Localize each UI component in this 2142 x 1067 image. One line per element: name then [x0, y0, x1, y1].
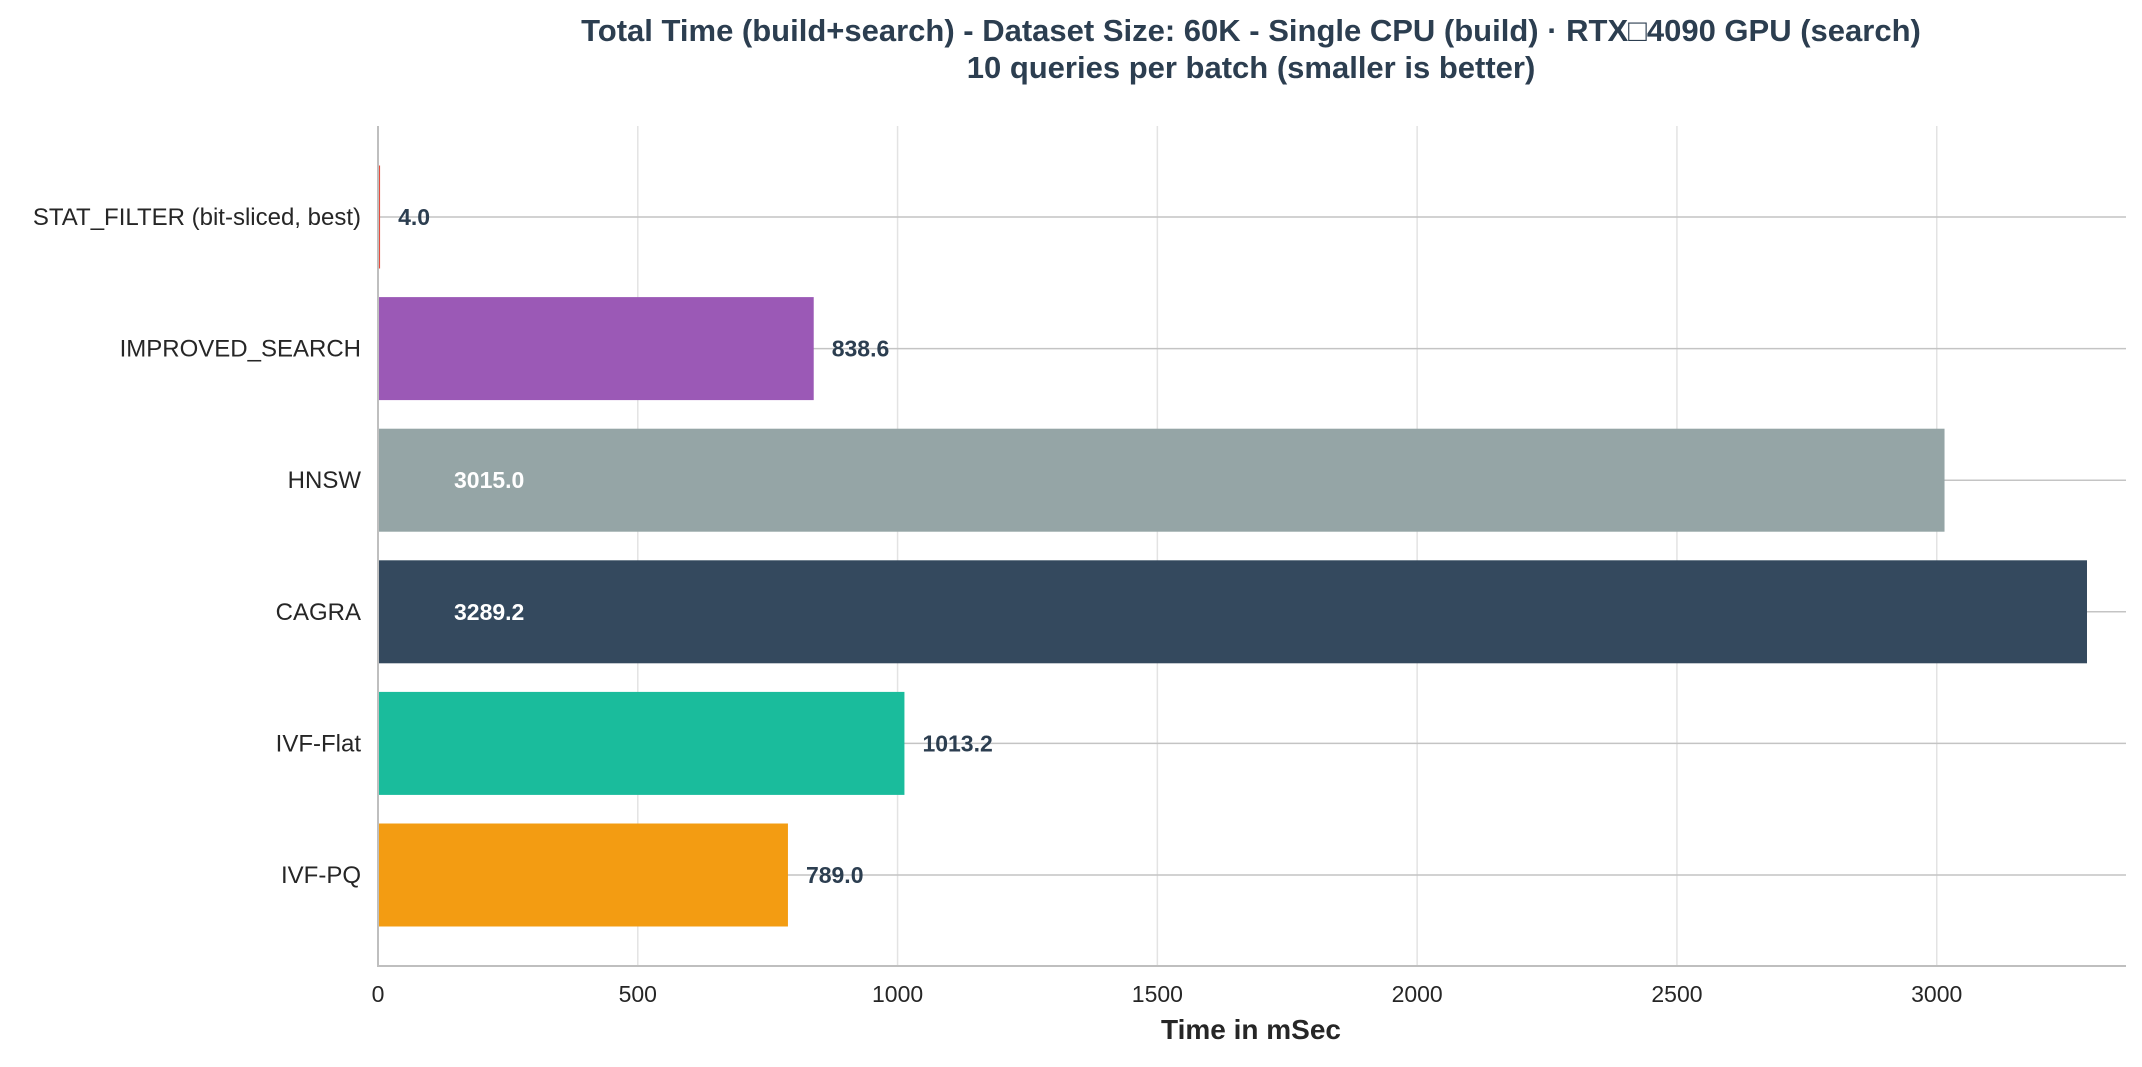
x-tick-label: 2000	[1392, 981, 1443, 1007]
bar-value-label: 1013.2	[922, 730, 992, 756]
text-layer: Total Time (build+search) - Dataset Size…	[33, 13, 1962, 1045]
bar	[378, 165, 381, 269]
y-category-label: IVF-PQ	[281, 862, 361, 889]
bar	[378, 691, 905, 795]
chart-title: Total Time (build+search) - Dataset Size…	[581, 13, 1921, 48]
bar	[378, 297, 814, 401]
bar	[378, 560, 2087, 664]
x-tick-label: 3000	[1911, 981, 1962, 1007]
y-category-label: CAGRA	[276, 599, 361, 626]
y-category-label: IVF-Flat	[276, 730, 362, 757]
x-tick-label: 1000	[872, 981, 923, 1007]
x-tick-label: 1500	[1132, 981, 1183, 1007]
y-category-label: IMPROVED_SEARCH	[120, 336, 361, 363]
x-tick-label: 0	[372, 981, 385, 1007]
bar-value-label: 3015.0	[454, 467, 524, 493]
y-category-label: STAT_FILTER (bit-sliced, best)	[33, 204, 361, 231]
x-tick-label: 2500	[1651, 981, 1702, 1007]
bar	[378, 428, 1945, 532]
chart-subtitle: 10 queries per batch (smaller is better)	[967, 50, 1536, 85]
bar-value-label: 3289.2	[454, 599, 524, 625]
bar	[378, 823, 788, 927]
bar-value-label: 4.0	[398, 204, 430, 230]
bar-value-label: 789.0	[806, 862, 864, 888]
bar-value-label: 838.6	[832, 336, 890, 362]
axis-layer	[377, 126, 2126, 967]
bar-layer	[378, 165, 2087, 927]
y-category-label: HNSW	[288, 467, 362, 494]
x-axis-label: Time in mSec	[1161, 1014, 1341, 1045]
x-tick-label: 500	[619, 981, 657, 1007]
